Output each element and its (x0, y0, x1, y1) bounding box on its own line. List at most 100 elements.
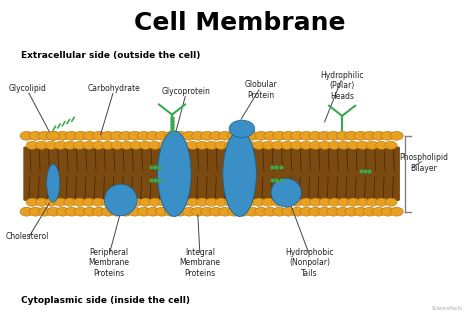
Circle shape (255, 131, 268, 140)
Circle shape (354, 131, 367, 140)
Circle shape (356, 141, 369, 149)
Ellipse shape (223, 131, 256, 216)
Circle shape (206, 198, 218, 206)
Circle shape (363, 207, 376, 216)
Text: Extracellular side (outside the cell): Extracellular side (outside the cell) (20, 51, 200, 60)
Circle shape (272, 141, 284, 149)
Circle shape (164, 131, 178, 140)
Circle shape (385, 141, 397, 149)
Circle shape (363, 131, 376, 140)
Circle shape (225, 141, 237, 149)
Circle shape (149, 198, 161, 206)
Circle shape (83, 131, 96, 140)
Text: Cell Membrane: Cell Membrane (134, 11, 346, 35)
Circle shape (273, 207, 286, 216)
Circle shape (92, 141, 104, 149)
Circle shape (381, 207, 394, 216)
Circle shape (243, 141, 255, 149)
Circle shape (272, 198, 284, 206)
Circle shape (111, 198, 123, 206)
Circle shape (206, 141, 218, 149)
Circle shape (45, 198, 57, 206)
Circle shape (120, 141, 133, 149)
Circle shape (234, 198, 246, 206)
Circle shape (328, 198, 340, 206)
Text: Phospholipid
Bilayer: Phospholipid Bilayer (399, 153, 448, 173)
Circle shape (215, 198, 227, 206)
Circle shape (300, 207, 313, 216)
Circle shape (219, 207, 232, 216)
Circle shape (38, 131, 51, 140)
Circle shape (191, 131, 205, 140)
Circle shape (338, 141, 350, 149)
Circle shape (281, 141, 293, 149)
Ellipse shape (229, 120, 255, 137)
Circle shape (264, 131, 277, 140)
Circle shape (366, 198, 378, 206)
Circle shape (73, 198, 85, 206)
Circle shape (177, 198, 189, 206)
Circle shape (282, 131, 295, 140)
Text: ScienceFacts: ScienceFacts (432, 306, 463, 311)
Ellipse shape (271, 178, 301, 207)
Circle shape (29, 207, 42, 216)
Circle shape (354, 207, 367, 216)
Circle shape (300, 198, 312, 206)
Circle shape (168, 198, 180, 206)
Circle shape (228, 207, 241, 216)
Circle shape (92, 131, 105, 140)
Ellipse shape (157, 131, 191, 216)
Circle shape (372, 131, 385, 140)
Circle shape (375, 198, 388, 206)
Circle shape (310, 141, 321, 149)
Circle shape (273, 131, 286, 140)
Text: Globular
Protein: Globular Protein (244, 80, 277, 100)
Circle shape (372, 207, 385, 216)
Circle shape (309, 207, 322, 216)
Circle shape (385, 198, 397, 206)
Circle shape (155, 131, 168, 140)
Circle shape (74, 131, 87, 140)
Circle shape (300, 131, 313, 140)
Circle shape (182, 131, 196, 140)
FancyBboxPatch shape (23, 146, 400, 201)
Circle shape (291, 207, 304, 216)
Circle shape (291, 141, 303, 149)
Circle shape (92, 207, 105, 216)
Circle shape (130, 141, 142, 149)
Circle shape (173, 131, 187, 140)
Circle shape (215, 141, 227, 149)
Circle shape (300, 141, 312, 149)
Circle shape (318, 131, 331, 140)
Circle shape (92, 198, 104, 206)
Circle shape (196, 198, 208, 206)
Circle shape (65, 131, 78, 140)
Circle shape (264, 207, 277, 216)
Circle shape (187, 198, 199, 206)
Circle shape (158, 198, 171, 206)
Circle shape (390, 207, 403, 216)
Circle shape (26, 198, 38, 206)
Circle shape (101, 131, 114, 140)
Circle shape (291, 131, 304, 140)
Circle shape (319, 198, 331, 206)
Circle shape (139, 198, 152, 206)
Circle shape (101, 141, 114, 149)
Circle shape (210, 131, 223, 140)
Ellipse shape (104, 184, 137, 216)
Circle shape (282, 207, 295, 216)
Text: Carbohydrate: Carbohydrate (87, 84, 140, 93)
Circle shape (158, 141, 171, 149)
Circle shape (101, 207, 114, 216)
Circle shape (26, 141, 38, 149)
Circle shape (47, 131, 60, 140)
Circle shape (201, 207, 214, 216)
Circle shape (29, 131, 42, 140)
Circle shape (168, 141, 180, 149)
Circle shape (155, 207, 168, 216)
Circle shape (338, 198, 350, 206)
Ellipse shape (46, 164, 60, 202)
Circle shape (356, 198, 369, 206)
Circle shape (83, 141, 95, 149)
Circle shape (381, 131, 394, 140)
